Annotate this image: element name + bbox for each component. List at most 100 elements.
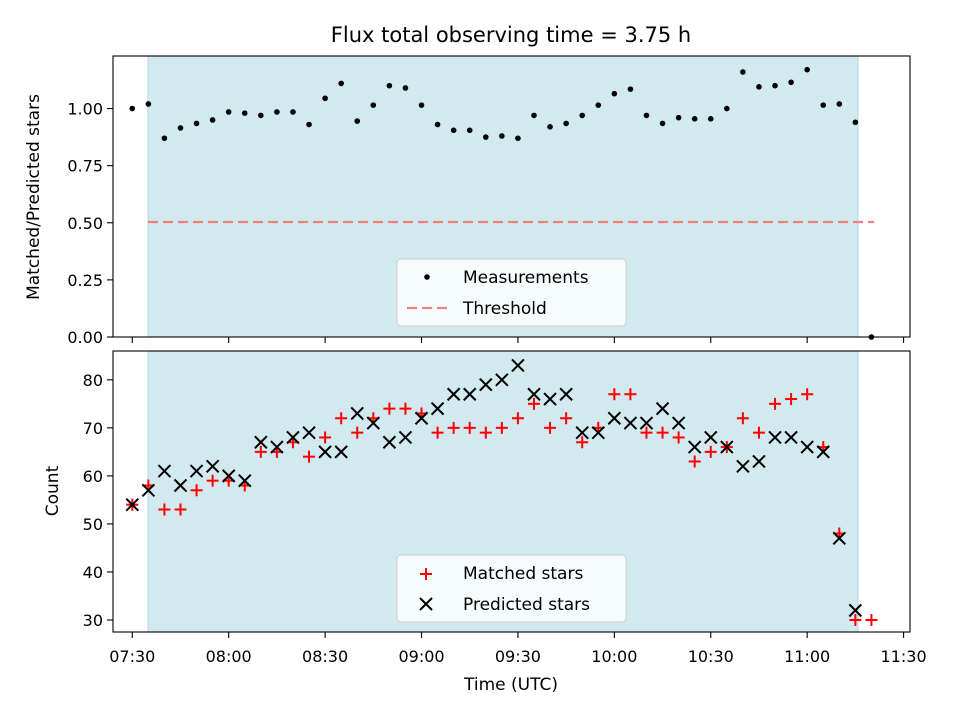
x-tick-label: 11:00 xyxy=(784,647,830,666)
measurement-point xyxy=(177,125,184,131)
matched-star-point xyxy=(351,426,364,439)
predicted-star-point xyxy=(511,358,525,373)
predicted-star-point xyxy=(205,459,220,473)
matched-star-point xyxy=(560,412,573,425)
matched-star-point xyxy=(479,426,492,439)
legend-predicted-marker xyxy=(419,597,433,611)
bottom-y-tick-label: 30 xyxy=(83,611,103,630)
measurement-point xyxy=(659,120,666,127)
matched-star-point xyxy=(447,421,460,434)
measurement-point xyxy=(579,112,586,119)
predicted-star-point xyxy=(687,440,702,454)
bottom-y-tick-label: 80 xyxy=(83,371,103,390)
measurement-point xyxy=(531,112,537,119)
measurement-point xyxy=(772,82,778,89)
measurement-point xyxy=(354,118,361,124)
matched-star-point xyxy=(495,421,508,434)
measurement-point xyxy=(547,124,553,130)
matched-star-point xyxy=(319,431,332,444)
measurement-point xyxy=(788,79,794,86)
x-tick-label: 07:30 xyxy=(109,647,155,666)
predicted-star-point xyxy=(704,430,718,445)
predicted-star-point xyxy=(173,478,188,493)
measurement-point xyxy=(145,101,152,107)
measurement-point xyxy=(482,134,489,140)
predicted-star-point xyxy=(430,401,445,416)
measurement-point xyxy=(707,116,714,122)
bottom-legend: Matched stars Predicted stars xyxy=(396,554,627,623)
top-panel: 0.00 0.25 0.50 0.75 1.00 Matched/Predicted s… xyxy=(24,55,911,347)
predicted-star-point xyxy=(832,531,847,546)
predicted-star-point xyxy=(848,603,863,618)
predicted-star-point xyxy=(189,464,204,478)
x-axis-label: Time (UTC) xyxy=(463,675,558,695)
predicted-star-point xyxy=(784,430,798,445)
bottom-y-axis-label: Count xyxy=(43,465,63,516)
top-legend: Measurements Threshold xyxy=(396,258,627,327)
matched-star-point xyxy=(303,450,316,463)
matched-star-point xyxy=(383,402,396,415)
top-y-tick-label: 1.00 xyxy=(67,100,103,119)
measurement-point xyxy=(225,109,232,115)
x-tick-label: 10:30 xyxy=(688,647,734,666)
measurement-point xyxy=(466,127,473,134)
predicted-star-point xyxy=(302,425,316,440)
measurement-point xyxy=(499,133,505,139)
matched-star-point xyxy=(463,421,476,434)
matched-star-point xyxy=(769,397,782,410)
top-y-axis-label: Matched/Predicted stars xyxy=(24,94,44,300)
measurement-point xyxy=(740,69,746,75)
matched-star-point xyxy=(576,436,589,449)
predicted-star-point xyxy=(816,445,830,459)
measurement-point xyxy=(209,117,216,123)
matched-star-point xyxy=(254,445,267,458)
matched-star-point xyxy=(527,397,540,410)
matched-star-point xyxy=(190,484,203,497)
x-tick-label: 09:00 xyxy=(398,647,444,666)
bottom-panel: 30 40 50 60 70 80 07:30 08:00 08:30 09:00 09:30 10… xyxy=(43,350,927,695)
measurement-point xyxy=(450,127,457,134)
matched-star-point xyxy=(688,455,701,468)
top-measurement-points xyxy=(129,66,875,340)
measurement-point xyxy=(241,110,248,116)
matched-star-point xyxy=(656,426,669,439)
measurement-point xyxy=(386,82,393,89)
matched-star-point xyxy=(704,445,717,458)
measurement-point xyxy=(756,84,762,90)
matched-star-point xyxy=(640,426,653,439)
matched-star-point xyxy=(624,388,637,401)
legend-measurement-marker xyxy=(424,274,430,280)
predicted-star-point xyxy=(446,387,461,401)
matched-star-point xyxy=(801,388,814,401)
predicted-star-point xyxy=(671,416,686,430)
measurement-point xyxy=(691,116,698,122)
matched-star-point xyxy=(431,426,444,439)
measurement-point xyxy=(258,112,264,119)
predicted-star-point xyxy=(607,411,622,425)
predicted-star-point xyxy=(591,425,605,440)
predicted-star-point xyxy=(334,445,348,459)
predicted-star-point xyxy=(720,440,734,454)
matched-star-point xyxy=(608,388,621,401)
top-y-tick-label: 0.00 xyxy=(67,328,103,347)
predicted-star-point xyxy=(398,430,413,445)
measurement-point xyxy=(563,120,569,127)
measurement-point xyxy=(402,85,409,91)
measurement-point xyxy=(675,114,682,121)
top-chart-title: Flux total observing time = 3.75 h xyxy=(331,23,691,47)
predicted-star-point xyxy=(366,416,381,430)
predicted-star-point xyxy=(270,440,284,454)
measurement-point xyxy=(434,121,441,128)
matched-star-point xyxy=(206,474,219,487)
predicted-star-point xyxy=(495,373,509,387)
matched-star-point xyxy=(544,421,557,434)
matched-star-point xyxy=(849,613,862,626)
measurement-point xyxy=(804,66,810,73)
matched-star-point xyxy=(174,503,187,516)
predicted-star-point xyxy=(125,498,139,512)
measurement-point xyxy=(515,135,521,142)
predicted-star-point xyxy=(543,392,557,406)
top-y-tick-label: 0.50 xyxy=(67,214,103,233)
matched-star-point xyxy=(736,412,749,425)
